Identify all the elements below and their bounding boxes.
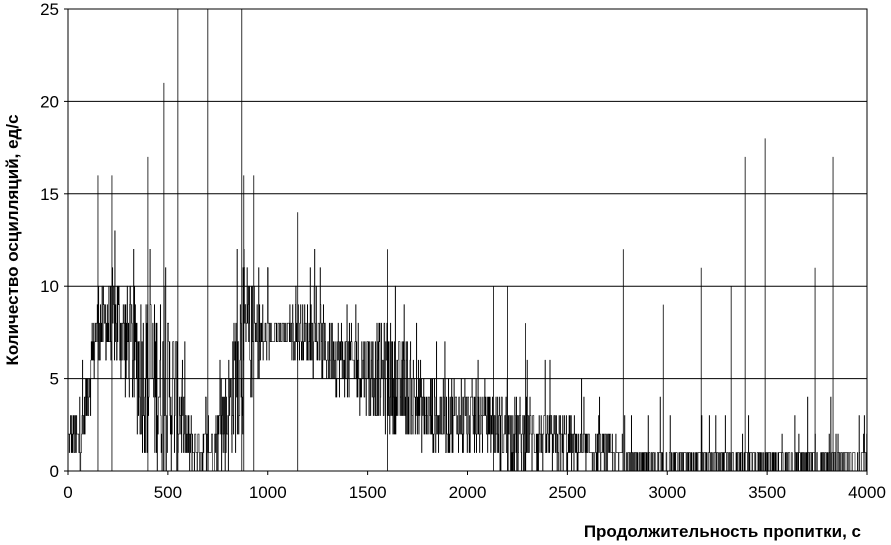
- x-tick-label: 0: [63, 483, 72, 502]
- x-tick-label: 1000: [249, 483, 287, 502]
- y-tick-label: 15: [40, 185, 59, 204]
- oscillation-series: [68, 230, 868, 472]
- series-line: [68, 230, 868, 472]
- x-tick-label: 4000: [848, 483, 886, 502]
- gridlines: [68, 100, 867, 380]
- y-axis-title: Количество осцилляций, ед/с: [3, 114, 22, 365]
- x-tick-label: 500: [154, 483, 182, 502]
- x-tick-label: 2000: [449, 483, 487, 502]
- x-tick-labels: 0 500 1000 1500 2000 2500 3000 3500 4000: [63, 471, 886, 502]
- x-tick-label: 2500: [548, 483, 586, 502]
- y-tick-label: 25: [40, 0, 59, 19]
- y-tick-labels: 0 5 10 15 20 25: [40, 0, 68, 481]
- x-tick-label: 1500: [349, 483, 387, 502]
- x-tick-label: 3500: [748, 483, 786, 502]
- y-tick-label: 20: [40, 92, 59, 111]
- y-tick-label: 0: [50, 462, 59, 481]
- y-tick-label: 10: [40, 277, 59, 296]
- x-axis-title: Продолжительность пропитки, с: [584, 522, 861, 541]
- spikes: [97, 9, 834, 471]
- y-tick-label: 5: [50, 370, 59, 389]
- x-tick-label: 3000: [648, 483, 686, 502]
